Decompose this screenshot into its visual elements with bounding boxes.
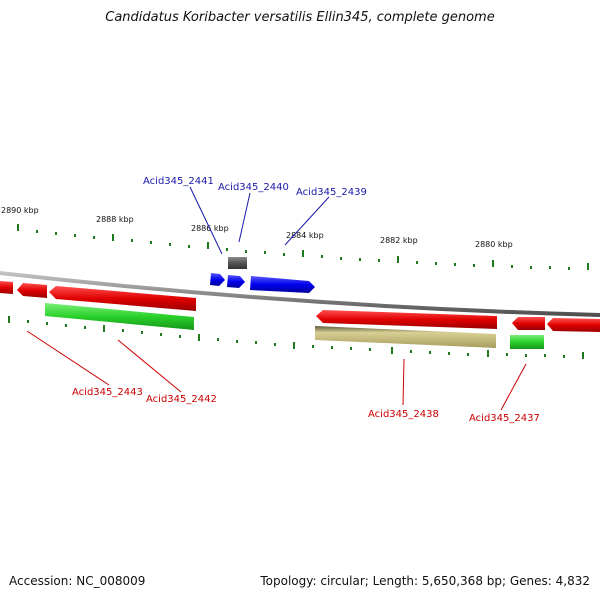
scale-label-2890: 2890 kbp	[1, 206, 39, 215]
gene-acid345-2438-feature[interactable]	[315, 326, 496, 348]
leader-acid345-2441	[189, 186, 223, 255]
inner-tick-ring	[8, 316, 584, 359]
gene-acid345-2441-arrow[interactable]	[210, 273, 225, 286]
genome-title: Candidatus Koribacter versatilis Ellin34…	[105, 10, 495, 25]
leader-acid345-2443	[26, 330, 110, 386]
gene-acid345-2440-arrow[interactable]	[227, 275, 245, 288]
gene-red-left-a[interactable]	[0, 281, 13, 294]
leader-acid345-2438	[402, 358, 405, 406]
gene-acid345-2437-arrow[interactable]	[512, 317, 545, 330]
gene-acid345-2443-arrow[interactable]	[49, 286, 196, 311]
label-acid345-2441[interactable]: Acid345_2441	[143, 176, 214, 187]
genome-summary-text: Topology: circular; Length: 5,650,368 bp…	[260, 574, 590, 588]
leader-acid345-2439	[284, 196, 330, 246]
scale-label-2888: 2888 kbp	[96, 215, 134, 224]
scale-label-2880: 2880 kbp	[475, 240, 513, 249]
label-acid345-2437[interactable]: Acid345_2437	[469, 413, 540, 424]
label-acid345-2438[interactable]: Acid345_2438	[368, 409, 439, 420]
gene-acid345-2439-arrow[interactable]	[250, 276, 315, 293]
gene-acid345-2437-feature[interactable]	[510, 335, 544, 349]
scale-label-2882: 2882 kbp	[380, 236, 418, 245]
gene-acid345-2442-bar[interactable]	[45, 303, 194, 330]
scale-label-2884: 2884 kbp	[286, 231, 324, 240]
label-acid345-2442[interactable]: Acid345_2442	[146, 394, 217, 405]
label-acid345-2443[interactable]: Acid345_2443	[72, 387, 143, 398]
gene-red-left-b[interactable]	[17, 283, 47, 298]
outer-tick-ring	[17, 224, 589, 270]
leader-acid345-2442	[117, 339, 182, 393]
leader-acid345-2437	[500, 363, 527, 411]
label-acid345-2440[interactable]: Acid345_2440	[218, 182, 289, 193]
gene-gray-feature[interactable]	[228, 257, 247, 269]
accession-text: Accession: NC_008009	[9, 574, 146, 588]
gene-red-right-end[interactable]	[547, 318, 600, 332]
label-acid345-2439[interactable]: Acid345_2439	[296, 187, 367, 198]
leader-acid345-2440	[238, 192, 251, 243]
gene-acid345-2438-arrow[interactable]	[316, 310, 497, 329]
genome-backbone	[0, 271, 600, 317]
